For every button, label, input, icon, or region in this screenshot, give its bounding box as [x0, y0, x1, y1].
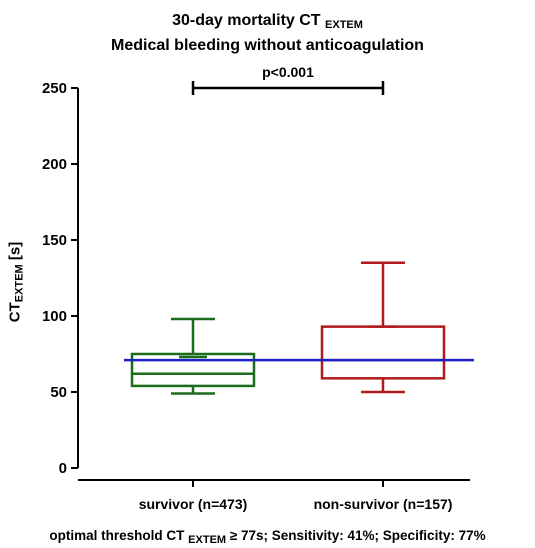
x-category-label: non-survivor (n=157) [314, 496, 453, 512]
threshold-footnote: optimal threshold CT EXTEM ≥ 77s; Sensit… [49, 528, 486, 546]
y-tick-label: 0 [59, 460, 67, 477]
y-tick-label: 50 [50, 384, 67, 401]
chart-title: 30-day mortality CT EXTEM [172, 12, 363, 31]
y-tick-label: 100 [42, 308, 67, 325]
box-iqr [320, 325, 446, 380]
box-iqr [130, 352, 256, 388]
x-category-label: survivor (n=473) [139, 496, 248, 512]
y-tick-label: 200 [42, 156, 67, 173]
chart-subtitle: Medical bleeding without anticoagulation [111, 37, 424, 54]
y-tick-label: 150 [42, 232, 67, 249]
y-tick-label: 250 [42, 80, 67, 97]
y-axis-label: CTEXTEM [s] [6, 241, 26, 323]
p-value-label: p<0.001 [262, 64, 314, 80]
